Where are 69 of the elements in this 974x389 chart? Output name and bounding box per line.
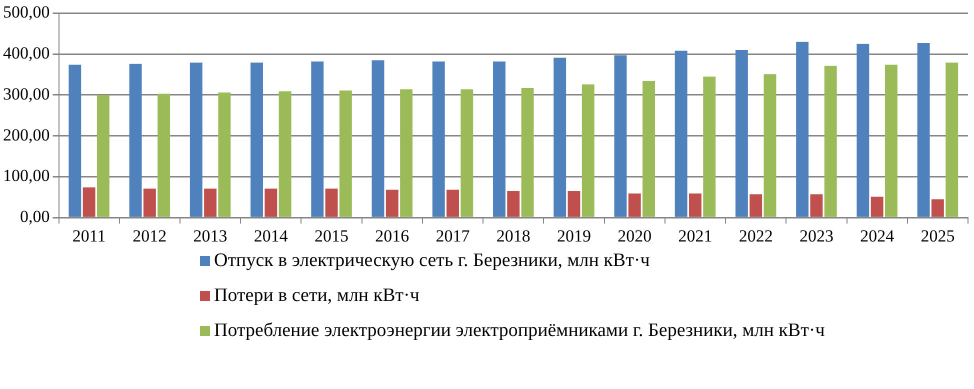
- bar: [917, 43, 930, 217]
- bar: [143, 188, 156, 217]
- bar: [689, 193, 702, 217]
- bar: [931, 199, 944, 217]
- x-tick-label: 2020: [618, 226, 652, 246]
- bar: [68, 64, 82, 217]
- x-tick-label: 2014: [254, 226, 288, 246]
- bar: [432, 61, 445, 217]
- bar: [278, 91, 292, 217]
- y-tick-label: 0,00: [20, 207, 50, 226]
- x-tick-label: 2012: [132, 226, 167, 246]
- bar: [325, 188, 338, 217]
- x-tick-label: 2019: [556, 226, 591, 246]
- bar: [264, 188, 278, 217]
- bar: [628, 193, 641, 217]
- bar: [82, 187, 96, 217]
- x-tick-label: 2018: [496, 226, 530, 246]
- bar: [582, 84, 594, 217]
- bar: [568, 191, 580, 217]
- bar: [386, 190, 398, 217]
- x-tick-label: 2017: [436, 226, 470, 246]
- bar: [521, 88, 534, 217]
- bar: [735, 50, 748, 217]
- x-tick-label: 2023: [799, 226, 834, 246]
- bar: [446, 190, 459, 217]
- bar: [311, 61, 324, 217]
- bar: [507, 191, 520, 217]
- x-tick-label: 2022: [738, 226, 773, 246]
- legend-label: Потери в сети, млн кВт·ч: [214, 285, 420, 307]
- x-tick-label: 2016: [375, 226, 410, 246]
- bar: [204, 188, 217, 217]
- bar: [218, 92, 231, 217]
- x-tick-label: 2015: [314, 226, 349, 246]
- bar: [750, 194, 762, 217]
- bar: [554, 58, 566, 217]
- bar: [96, 94, 110, 217]
- bar: [946, 62, 958, 217]
- bar: [764, 74, 776, 217]
- bar: [642, 81, 655, 217]
- bar: [810, 194, 823, 217]
- x-tick-label: 2025: [920, 226, 955, 246]
- bar: [372, 60, 384, 217]
- legend-label: Потребление электроэнергии электроприёмниками г. Березники, млн кВт·ч: [214, 320, 825, 342]
- bar: [339, 90, 352, 217]
- y-tick-label: 300,00: [3, 84, 50, 104]
- x-tick-label: 2013: [193, 226, 228, 246]
- bar: [158, 94, 170, 217]
- x-tick-label: 2011: [72, 226, 106, 246]
- legend-label: Отпуск в электрическую сеть г. Березники, млн кВт·ч: [214, 250, 650, 272]
- x-tick-label: 2024: [860, 226, 895, 246]
- bar: [614, 55, 627, 217]
- bar: [674, 50, 688, 217]
- bar: [129, 64, 142, 217]
- bar: [460, 89, 474, 217]
- bar: [493, 61, 506, 217]
- bar: [400, 89, 413, 217]
- bar: [796, 42, 809, 217]
- bar: [870, 196, 884, 217]
- y-tick-label: 500,00: [3, 2, 50, 22]
- y-tick-label: 200,00: [3, 125, 50, 144]
- bar: [190, 62, 202, 217]
- bar: [824, 66, 837, 217]
- bar: [884, 64, 898, 217]
- bar: [250, 62, 263, 217]
- bar: [703, 76, 716, 217]
- x-tick-label: 2021: [678, 226, 712, 246]
- bar: [856, 44, 870, 217]
- y-tick-label: 400,00: [3, 44, 50, 63]
- y-tick-label: 100,00: [3, 166, 50, 186]
